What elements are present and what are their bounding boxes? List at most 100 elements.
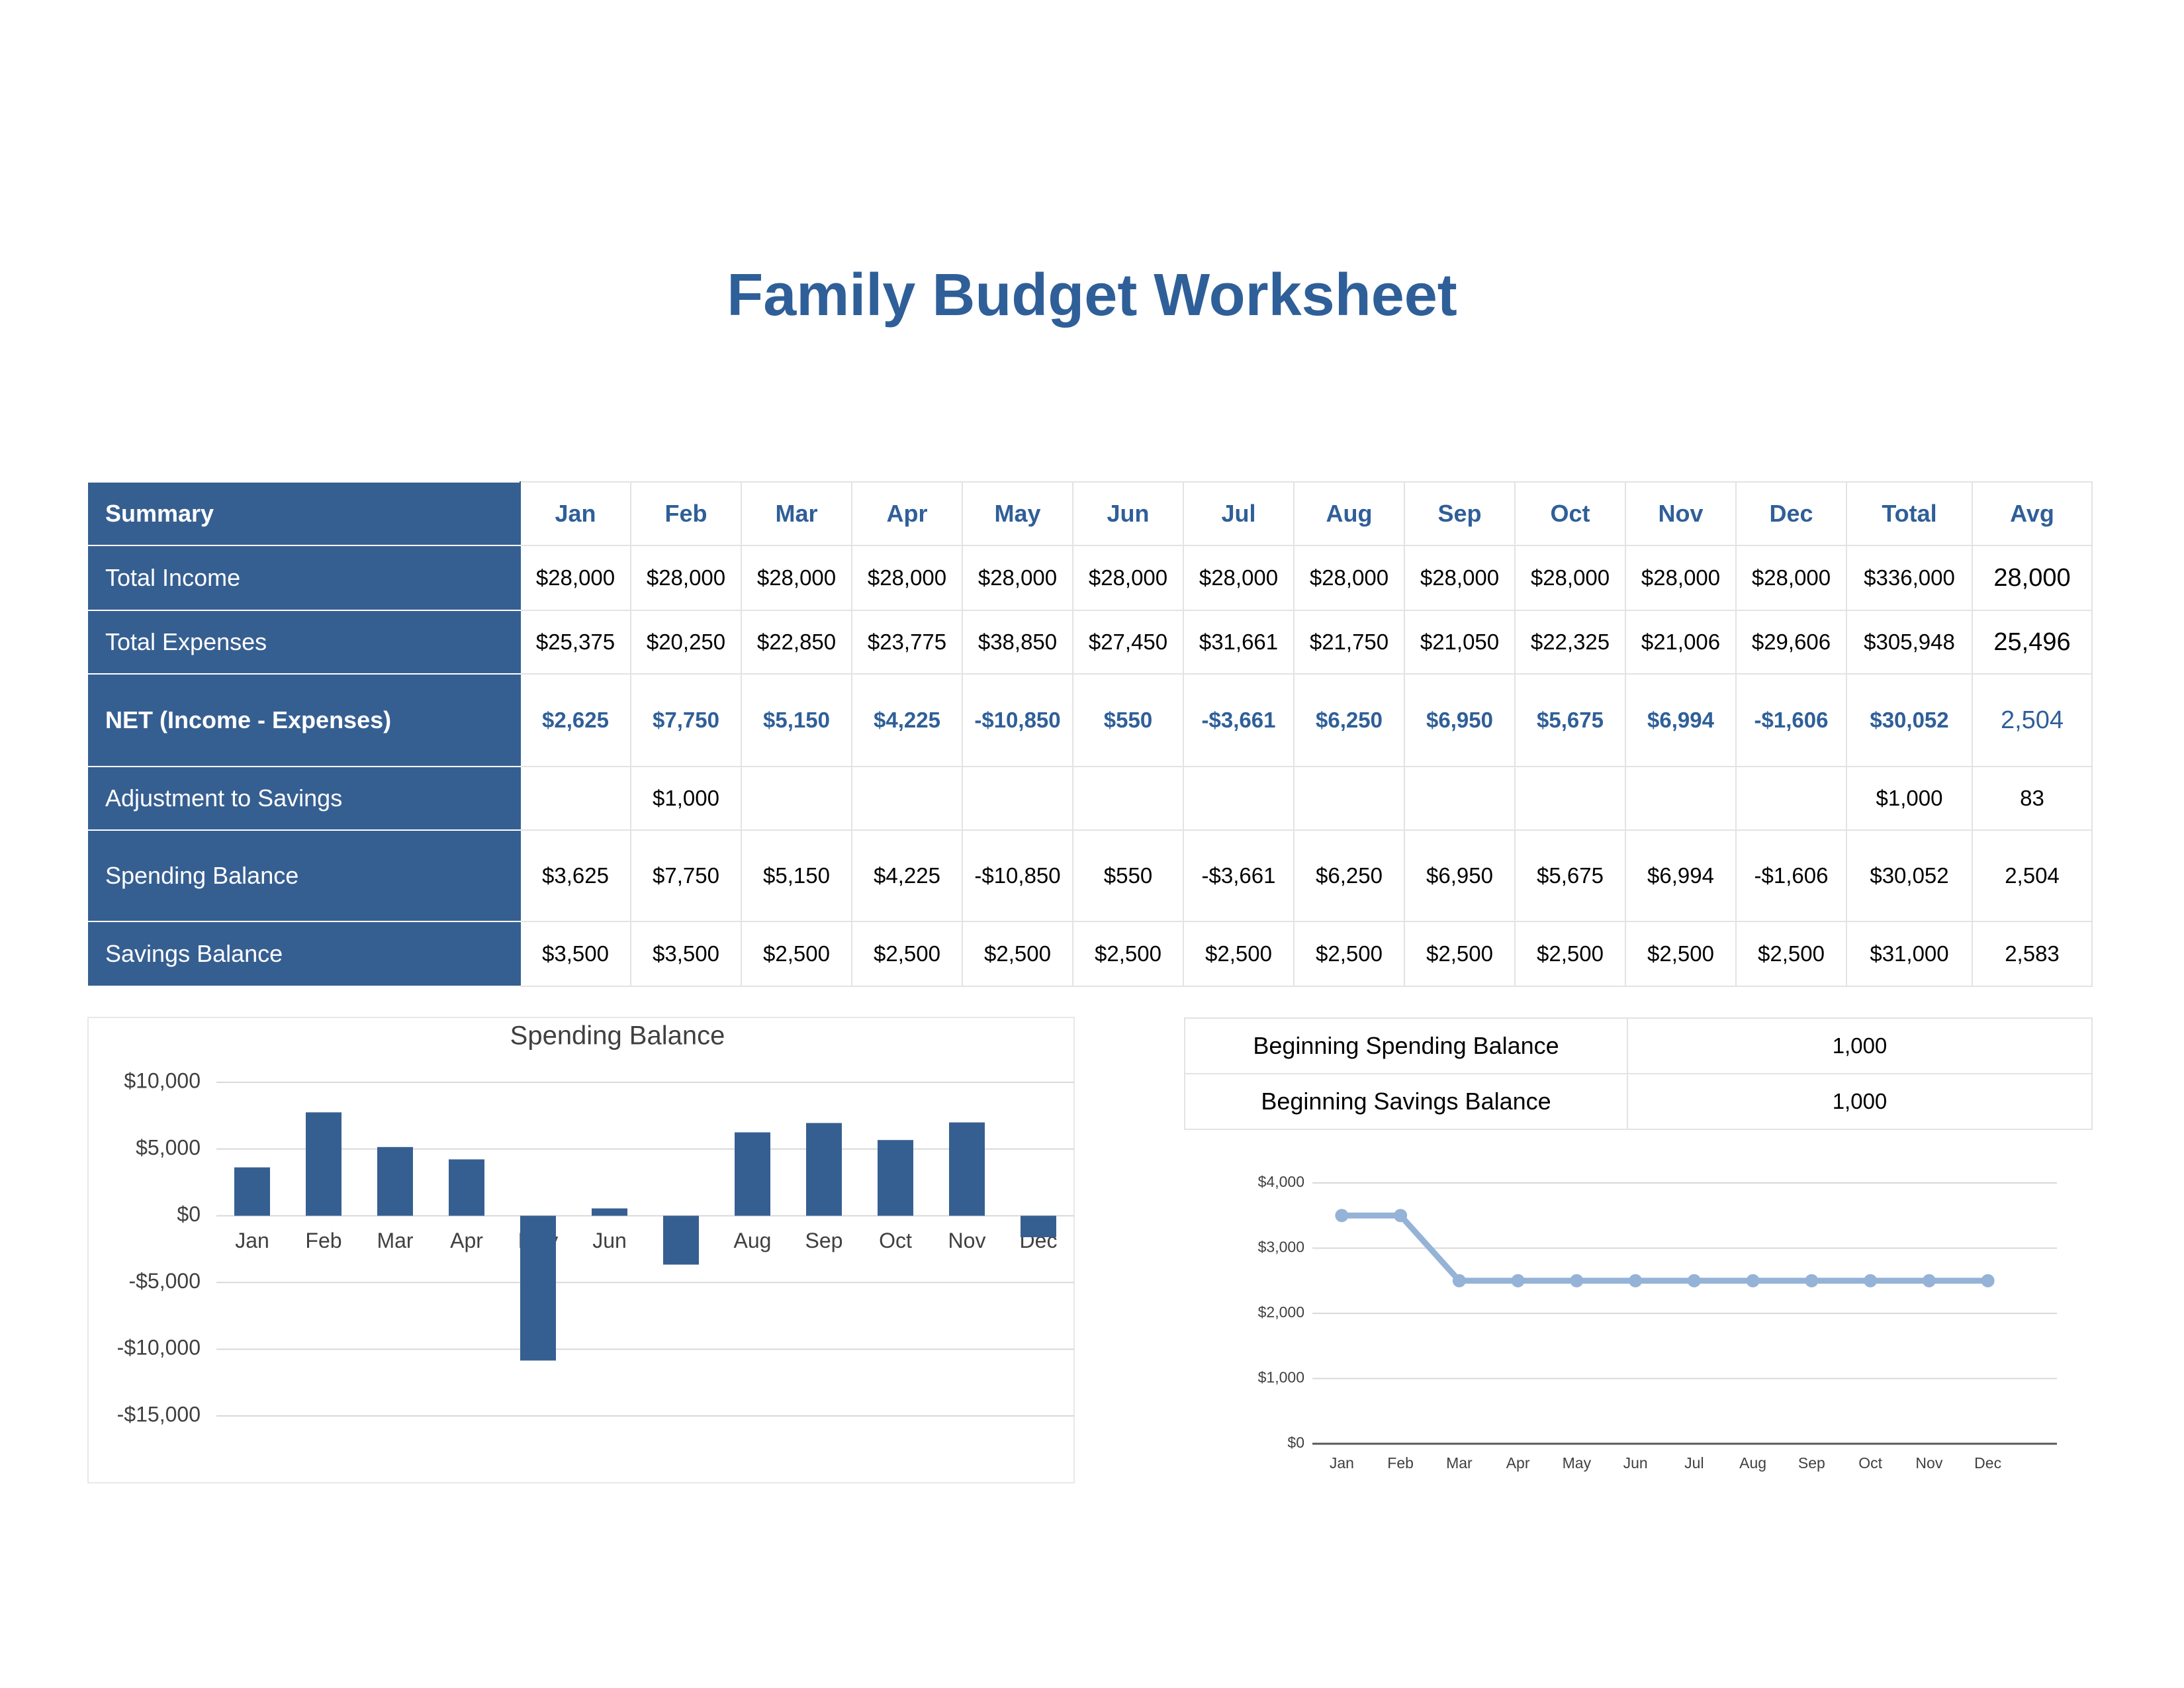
cell <box>1514 766 1626 831</box>
bar <box>1021 1215 1056 1237</box>
cell: $2,500 <box>1404 921 1516 987</box>
x-tick-label: Apr <box>450 1229 483 1252</box>
x-tick-label: Jun <box>1623 1454 1648 1472</box>
cell: $28,000 <box>1072 545 1184 611</box>
cell: $2,500 <box>1183 921 1295 987</box>
cell: -$1,606 <box>1735 829 1847 922</box>
x-tick-label: Jan <box>235 1229 269 1252</box>
y-tick-label: $2,000 <box>1258 1303 1304 1321</box>
x-tick-label: Nov <box>948 1229 986 1252</box>
table-row: NET (Income - Expenses) $2,625 $7,750 $5,15… <box>88 673 2093 767</box>
cell: $29,606 <box>1735 610 1847 675</box>
x-tick-label: Dec <box>1974 1454 2001 1472</box>
cell: $550 <box>1072 673 1184 767</box>
cell: $28,000 <box>1514 545 1626 611</box>
cell: $5,675 <box>1514 673 1626 767</box>
cell: $31,000 <box>1846 921 1973 987</box>
column-header: Total <box>1846 481 1973 546</box>
summary-table: Summary Jan Feb Mar Apr May Jun Jul Aug Sep Oct Nov… <box>88 481 2093 987</box>
column-header: Jun <box>1072 481 1184 546</box>
marker <box>1922 1274 1936 1288</box>
y-tick-label: $1,000 <box>1258 1369 1304 1386</box>
balance-label: Beginning Spending Balance <box>1184 1017 1628 1074</box>
y-tick-label: $5,000 <box>136 1135 201 1159</box>
balance-value: 1,000 <box>1627 1017 2093 1074</box>
marker <box>1746 1274 1760 1288</box>
cell <box>741 766 852 831</box>
page-title: Family Budget Worksheet <box>727 262 1457 328</box>
chart-frame <box>87 1017 1075 1483</box>
chart-title: Spending Balance <box>510 1021 725 1051</box>
cell: $21,050 <box>1404 610 1516 675</box>
marker <box>1981 1274 1995 1288</box>
cell: $6,250 <box>1293 829 1405 922</box>
cell: $28,000 <box>1293 545 1405 611</box>
cell: $22,325 <box>1514 610 1626 675</box>
cell: $2,500 <box>1735 921 1847 987</box>
x-tick-label: Aug <box>734 1229 772 1252</box>
x-tick-label: Jan <box>1330 1454 1354 1472</box>
cell: 2,504 <box>1972 673 2093 767</box>
cell: $2,625 <box>520 673 631 767</box>
cell <box>1072 766 1184 831</box>
table-row: Total Income $28,000 $28,000 $28,000 $28,000… <box>88 545 2093 611</box>
x-tick-label: Apr <box>1506 1454 1530 1472</box>
balance-row: Beginning Savings Balance 1,000 <box>1184 1073 2093 1130</box>
bar <box>806 1123 842 1216</box>
cell: 83 <box>1972 766 2093 831</box>
row-label: Savings Balance <box>88 921 521 987</box>
x-tick-label: May <box>1563 1454 1592 1472</box>
row-label: Total Expenses <box>88 610 521 675</box>
cell: $28,000 <box>1183 545 1295 611</box>
row-label: NET (Income - Expenses) <box>88 673 521 767</box>
cell <box>520 766 631 831</box>
cell: $7,750 <box>630 829 742 922</box>
column-header: Dec <box>1735 481 1847 546</box>
cell <box>1293 766 1405 831</box>
x-tick-label: Mar <box>377 1229 413 1252</box>
marker <box>1570 1274 1584 1288</box>
x-tick-label: Aug <box>1739 1454 1766 1472</box>
marker <box>1629 1274 1643 1288</box>
cell: 2,504 <box>1972 829 2093 922</box>
cell: $4,225 <box>851 829 963 922</box>
y-tick-label: $0 <box>177 1202 201 1226</box>
y-tick-label: $4,000 <box>1258 1173 1304 1190</box>
y-tick-label: $10,000 <box>124 1068 201 1092</box>
column-header: May <box>962 481 1073 546</box>
cell: $5,150 <box>741 673 852 767</box>
row-header: Summary <box>88 481 521 546</box>
cell: $28,000 <box>962 545 1073 611</box>
cell: -$1,606 <box>1735 673 1847 767</box>
balance-row: Beginning Spending Balance 1,000 <box>1184 1017 2093 1074</box>
x-tick-label: Oct <box>1858 1454 1882 1472</box>
column-header: Nov <box>1625 481 1737 546</box>
cell: $5,150 <box>741 829 852 922</box>
marker <box>1394 1209 1408 1223</box>
x-tick-label: Feb <box>305 1229 341 1252</box>
bar <box>663 1215 699 1265</box>
cell: $3,625 <box>520 829 631 922</box>
x-tick-label: Oct <box>879 1229 912 1252</box>
balance-table: Beginning Spending Balance 1,000 Beginning… <box>1184 1017 2093 1130</box>
cell <box>1735 766 1847 831</box>
y-tick-label: $0 <box>1287 1434 1304 1451</box>
cell: $30,052 <box>1846 673 1973 767</box>
cell: $2,500 <box>741 921 852 987</box>
cell: $23,775 <box>851 610 963 675</box>
bar <box>306 1112 341 1216</box>
column-header: Mar <box>741 481 852 546</box>
cell <box>851 766 963 831</box>
marker <box>1452 1274 1466 1288</box>
table-row: Savings Balance $3,500 $3,500 $2,500 $2,500 $… <box>88 921 2093 987</box>
x-tick-label: Mar <box>1446 1454 1473 1472</box>
cell: $2,500 <box>1293 921 1405 987</box>
cell <box>962 766 1073 831</box>
cell: $2,500 <box>1625 921 1737 987</box>
cell: $2,500 <box>1072 921 1184 987</box>
cell: $28,000 <box>851 545 963 611</box>
x-tick-label: Jul <box>1684 1454 1704 1472</box>
table-row: Spending Balance $3,625 $7,750 $5,150 $4,225… <box>88 829 2093 922</box>
row-label: Total Income <box>88 545 521 611</box>
